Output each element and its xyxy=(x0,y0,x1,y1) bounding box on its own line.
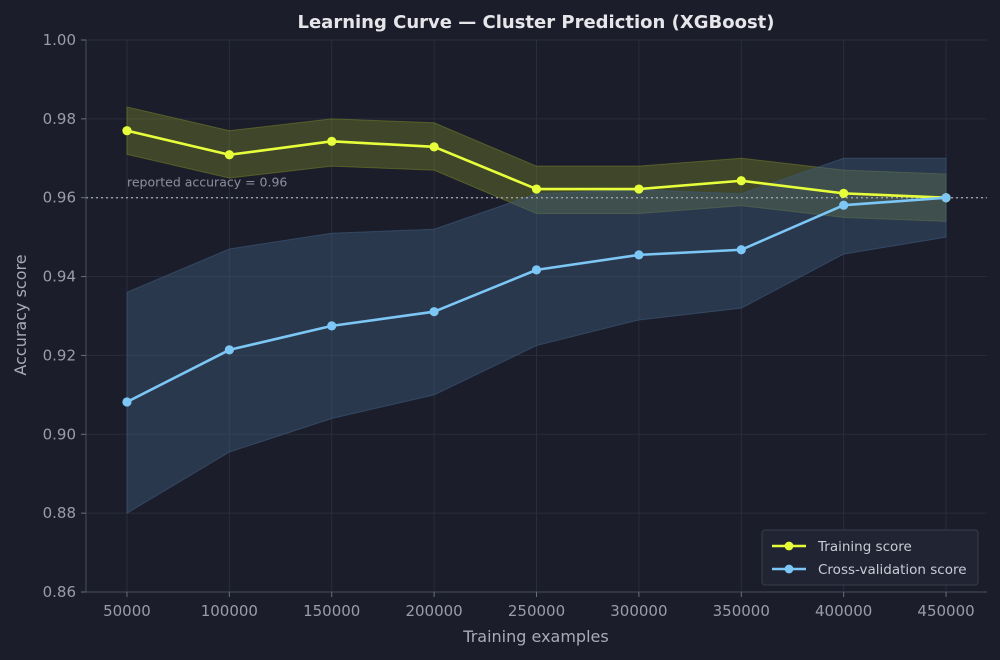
legend-box xyxy=(761,529,979,586)
training-score-point xyxy=(839,188,849,198)
training-score-point xyxy=(327,136,337,146)
y-tick-label: 0.86 xyxy=(43,583,76,601)
x-tick-label: 200000 xyxy=(405,602,462,620)
training-score-point xyxy=(224,150,234,160)
x-tick-label: 150000 xyxy=(303,602,360,620)
x-tick-label: 50000 xyxy=(103,602,151,620)
y-tick-label: 0.88 xyxy=(43,504,76,522)
training-score-point xyxy=(429,142,439,152)
x-tick-label: 400000 xyxy=(815,602,872,620)
training-score-point xyxy=(634,184,644,194)
chart-title: Learning Curve — Cluster Prediction (XGB… xyxy=(298,12,775,33)
legend-label: Training score xyxy=(817,539,912,555)
cv-score-point xyxy=(634,250,644,260)
legend: Training score Cross-validation score xyxy=(761,529,979,586)
cv-score-point xyxy=(736,245,746,255)
cv-score-point xyxy=(839,200,849,210)
cv-score-point xyxy=(531,265,542,275)
y-tick-label: 0.92 xyxy=(43,346,76,364)
cv-score-point xyxy=(327,321,337,331)
cv-score-point xyxy=(122,397,132,407)
y-tick-label: 1.00 xyxy=(43,31,76,49)
y-tick-label: 0.94 xyxy=(43,268,76,286)
y-tick-label: 0.90 xyxy=(43,425,76,443)
reference-line: reported accuracy = 0.96 xyxy=(86,175,987,199)
x-tick-label: 250000 xyxy=(508,602,565,620)
series-lines xyxy=(122,126,951,407)
y-tick-label: 0.96 xyxy=(43,189,76,207)
reported-accuracy-label: reported accuracy = 0.96 xyxy=(127,175,287,190)
y-tick-label: 0.98 xyxy=(43,110,76,128)
x-tick-label: 100000 xyxy=(201,602,258,620)
y-axis-label: Accuracy score xyxy=(11,254,30,375)
cv-score-point xyxy=(429,307,439,317)
legend-swatch-marker xyxy=(784,541,794,551)
training-score-point xyxy=(736,176,746,186)
training-score-point xyxy=(531,184,542,194)
x-tick-label: 300000 xyxy=(610,602,667,620)
legend-label: Cross-validation score xyxy=(818,562,967,578)
training-score-point xyxy=(122,126,132,136)
axes: 50000 100000 150000 200000 250000 300000 35000… xyxy=(43,31,987,620)
legend-swatch-marker xyxy=(784,564,794,574)
cv-score-point xyxy=(941,193,951,203)
x-tick-label: 350000 xyxy=(713,602,770,620)
x-tick-label: 450000 xyxy=(917,602,974,620)
cv-score-point xyxy=(224,345,234,355)
x-axis-label: Training examples xyxy=(462,627,608,646)
